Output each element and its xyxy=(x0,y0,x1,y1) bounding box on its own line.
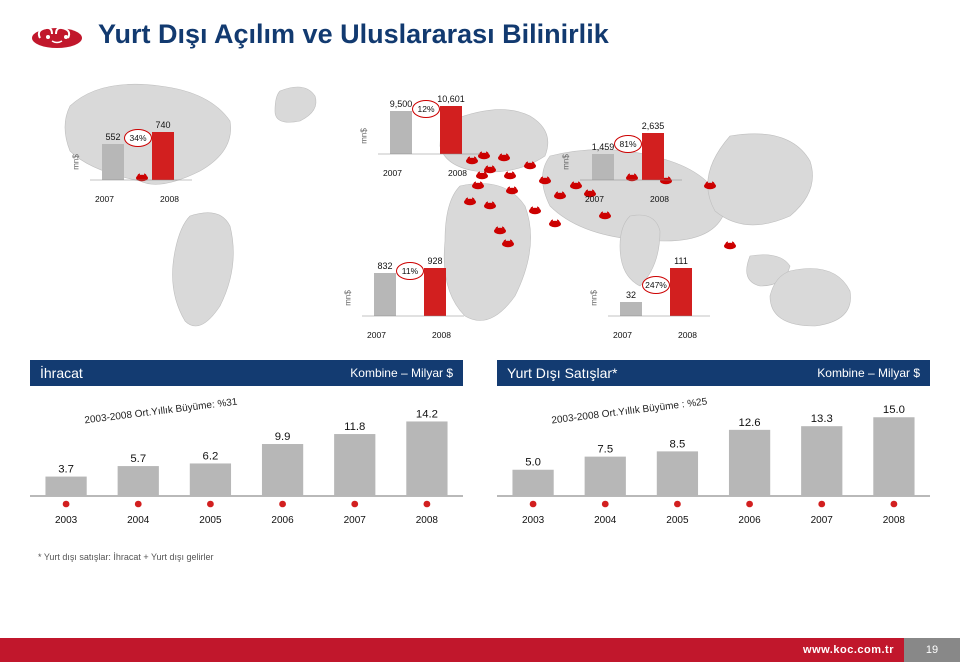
bar-value: 832 xyxy=(377,261,392,271)
region-xlabels: 2007 2008 xyxy=(590,330,720,340)
growth-badge: 11% xyxy=(396,262,424,280)
svg-text:12.6: 12.6 xyxy=(739,417,761,429)
region-chart-africa: 832 92811% mn$ 2007 2008 xyxy=(344,258,474,338)
svg-text:5.7: 5.7 xyxy=(130,453,146,465)
bar-value: 10,601 xyxy=(437,94,465,104)
section-header: İhracat Kombine – Milyar $ xyxy=(30,360,463,386)
year-label: 2008 xyxy=(650,194,669,204)
bar-value: 9,500 xyxy=(390,99,413,109)
region-xlabels: 2007 2008 xyxy=(72,194,202,204)
svg-text:8.5: 8.5 xyxy=(670,439,686,451)
region-chart-americas: 552 74034% mn$ 2007 2008 xyxy=(72,122,202,202)
region-chart-oceania: 32 111 247% mn$ 2007 2008 xyxy=(590,258,720,338)
year-label: 2007 xyxy=(367,330,386,340)
svg-text:6.2: 6.2 xyxy=(203,451,219,463)
section-header: Yurt Dışı Satışlar* Kombine – Milyar $ xyxy=(497,360,930,386)
region-chart-asia: 1,459 2,63581% mn$ 2007 2008 xyxy=(562,122,692,202)
page-title: Yurt Dışı Açılım ve Uluslararası Bilinir… xyxy=(98,19,609,50)
bar-value: 2,635 xyxy=(642,121,665,131)
axis-label: mn$ xyxy=(71,154,80,170)
region-xlabels: 2007 2008 xyxy=(344,330,474,340)
section-subtitle: Kombine – Milyar $ xyxy=(817,366,920,380)
bar-value: 928 xyxy=(427,256,442,266)
growth-badge: 247% xyxy=(642,276,670,294)
svg-text:3.7: 3.7 xyxy=(58,464,74,476)
bar-panel: 2003-2008 Ort.Yıllık Büyüme : %255.07.58… xyxy=(497,392,930,522)
bar-value: 740 xyxy=(155,120,170,130)
svg-text:9.9: 9.9 xyxy=(275,431,291,443)
axis-label: mn$ xyxy=(343,290,352,306)
category-label: 2003 xyxy=(55,515,77,526)
growth-badge: 34% xyxy=(124,129,152,147)
bar-value: 32 xyxy=(626,290,636,300)
year-label: 2007 xyxy=(585,194,604,204)
axis-label: mn$ xyxy=(589,290,598,306)
year-label: 2008 xyxy=(678,330,697,340)
year-label: 2008 xyxy=(448,168,467,178)
growth-badge: 12% xyxy=(412,100,440,118)
region-chart-europe: 9,500 10,60112% mn$ 2007 2008 xyxy=(360,96,490,176)
svg-text:15.0: 15.0 xyxy=(883,404,905,416)
svg-text:7.5: 7.5 xyxy=(597,444,613,456)
footnote: * Yurt dışı satışlar: İhracat + Yurt dış… xyxy=(38,552,930,562)
year-label: 2007 xyxy=(613,330,632,340)
koc-logo xyxy=(30,18,84,50)
footer-url: www.koc.com.tr xyxy=(0,638,904,662)
region-xlabels: 2007 2008 xyxy=(360,168,490,178)
category-label: 2006 xyxy=(738,515,760,526)
bar-xaxis: 2003 2004 2005 2006 2007 2008 xyxy=(497,515,930,526)
slide: Yurt Dışı Açılım ve Uluslararası Bilinir… xyxy=(0,0,960,662)
category-label: 2005 xyxy=(199,515,221,526)
category-label: 2008 xyxy=(416,515,438,526)
axis-label: mn$ xyxy=(561,154,570,170)
category-label: 2007 xyxy=(811,515,833,526)
year-label: 2008 xyxy=(160,194,179,204)
category-label: 2004 xyxy=(594,515,616,526)
axis-label: mn$ xyxy=(359,128,368,144)
section-title: Yurt Dışı Satışlar* xyxy=(507,365,617,381)
category-label: 2006 xyxy=(271,515,293,526)
year-label: 2007 xyxy=(383,168,402,178)
bar-value: 552 xyxy=(105,132,120,142)
footer: www.koc.com.tr 19 xyxy=(0,638,960,662)
svg-text:13.3: 13.3 xyxy=(811,413,833,425)
section-yurtdisi: Yurt Dışı Satışlar*Kombine – Milyar $200… xyxy=(497,360,930,522)
svg-text:11.8: 11.8 xyxy=(344,421,365,433)
bar-value: 1,459 xyxy=(592,142,615,152)
map-area: 552 74034% mn$ 2007 2008 9,500 10,60112% mn$ 200… xyxy=(30,66,930,346)
section-ihracat: İhracatKombine – Milyar $2003-2008 Ort.Y… xyxy=(30,360,463,522)
category-label: 2003 xyxy=(522,515,544,526)
page-number: 19 xyxy=(904,638,960,662)
section-title: İhracat xyxy=(40,365,83,381)
category-label: 2004 xyxy=(127,515,149,526)
bar-panel: 2003-2008 Ort.Yıllık Büyüme: %313.75.76.… xyxy=(30,392,463,522)
svg-text:14.2: 14.2 xyxy=(416,409,438,421)
svg-text:5.0: 5.0 xyxy=(525,457,541,469)
category-label: 2005 xyxy=(666,515,688,526)
section-subtitle: Kombine – Milyar $ xyxy=(350,366,453,380)
year-label: 2007 xyxy=(95,194,114,204)
region-xlabels: 2007 2008 xyxy=(562,194,692,204)
bar-xaxis: 2003 2004 2005 2006 2007 2008 xyxy=(30,515,463,526)
sections-row: İhracatKombine – Milyar $2003-2008 Ort.Y… xyxy=(30,360,930,522)
growth-badge: 81% xyxy=(614,135,642,153)
year-label: 2008 xyxy=(432,330,451,340)
bar-value: 111 xyxy=(674,256,688,266)
category-label: 2007 xyxy=(344,515,366,526)
category-label: 2008 xyxy=(883,515,905,526)
header: Yurt Dışı Açılım ve Uluslararası Bilinir… xyxy=(30,18,930,50)
